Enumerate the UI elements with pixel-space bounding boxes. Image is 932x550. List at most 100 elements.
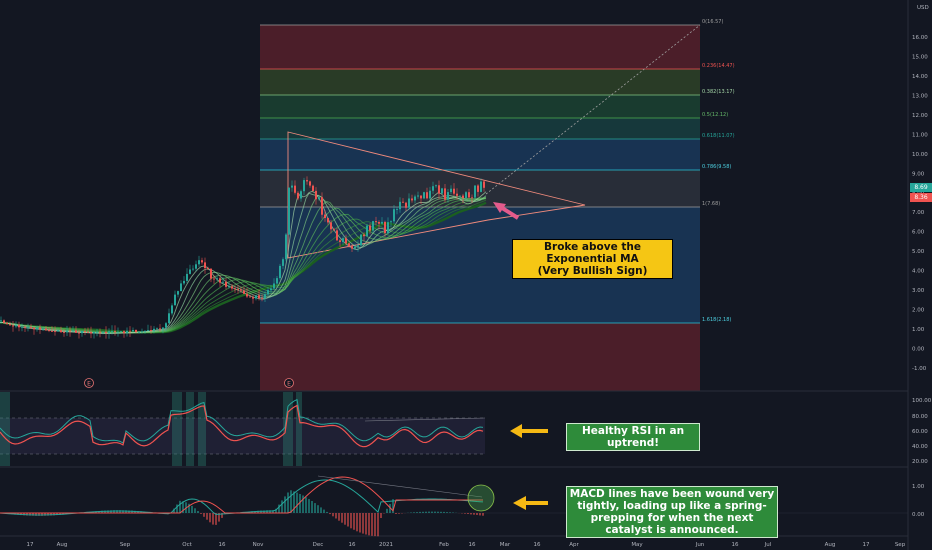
candle-body xyxy=(321,197,323,215)
rsi-signal-line xyxy=(0,404,484,448)
price-tick-label: 9.00 xyxy=(912,171,925,177)
candle-body xyxy=(93,331,95,334)
candle-body xyxy=(99,331,101,333)
candle-body xyxy=(21,326,23,328)
candle-body xyxy=(417,195,419,197)
candle-body xyxy=(225,281,227,287)
candle-body xyxy=(351,246,353,249)
price-candles xyxy=(0,176,485,339)
macd-bar xyxy=(41,513,43,516)
macd-bar xyxy=(449,512,451,513)
candle-body xyxy=(396,209,398,210)
candle-body xyxy=(402,201,404,203)
macd-bar xyxy=(467,513,469,514)
candle-body xyxy=(123,331,125,334)
candle-body xyxy=(459,195,461,197)
candle-body xyxy=(468,192,470,198)
time-tick-label: Feb xyxy=(439,542,449,548)
time-axis[interactable]: 17 Aug Sep Oct 16 Nov Dec 16 2021 Feb 16 Mar 16 Apr Ma… xyxy=(27,542,906,548)
candle-body xyxy=(84,331,86,332)
macd-bar xyxy=(443,511,445,513)
rsi-panel: 100.00 80.00 60.00 40.00 20.00 xyxy=(0,392,932,466)
macd-bar xyxy=(347,513,349,527)
price-tick-label: 7.00 xyxy=(912,210,925,216)
macd-bar xyxy=(350,513,352,529)
macd-bar xyxy=(290,490,292,513)
candle-body xyxy=(126,330,128,334)
price-tick-label: 2.00 xyxy=(912,308,925,314)
fib-label: 0.786(9.58) xyxy=(702,164,731,170)
candle-body xyxy=(279,265,281,279)
macd-bar xyxy=(176,504,178,513)
time-tick-label: Oct xyxy=(182,542,192,548)
price-tick-label: 6.00 xyxy=(912,230,925,236)
fib-label: 0.618(11.07) xyxy=(702,133,735,139)
macd-bar xyxy=(308,499,310,513)
candle-body xyxy=(108,331,110,334)
macd-bar xyxy=(398,513,400,514)
candle-body xyxy=(474,185,476,198)
macd-bar xyxy=(50,513,52,516)
macd-bar xyxy=(482,513,484,516)
macd-bar xyxy=(317,505,319,513)
macd-bar xyxy=(416,512,418,513)
macd-bar xyxy=(464,513,466,514)
macd-bar xyxy=(269,510,271,513)
price-tick-label: 0.00 xyxy=(912,347,925,353)
macd-histogram xyxy=(2,490,484,537)
fib-label: 0(16.57) xyxy=(702,19,723,25)
candle-body xyxy=(480,181,482,192)
candle-body xyxy=(330,222,332,230)
time-tick-label: Mar xyxy=(500,542,511,548)
macd-bar xyxy=(284,496,286,513)
macd-axis[interactable]: 1.00 0.00 xyxy=(912,484,925,518)
candle-body xyxy=(240,289,242,291)
time-tick-label: Aug xyxy=(825,542,836,548)
candle-body xyxy=(294,185,296,193)
fib-trend-line[interactable] xyxy=(485,24,701,195)
candle-body xyxy=(477,185,479,192)
macd-bar xyxy=(35,513,37,516)
candle-body xyxy=(282,259,284,266)
candle-body xyxy=(315,190,317,200)
candle-body xyxy=(363,234,365,237)
candle-body xyxy=(300,191,302,199)
earnings-marker[interactable]: E xyxy=(84,378,94,388)
candle-body xyxy=(354,246,356,249)
earnings-marker[interactable]: E xyxy=(284,378,294,388)
macd-bar xyxy=(440,511,442,513)
candle-body xyxy=(171,305,173,314)
candle-body xyxy=(72,330,74,332)
macd-bar xyxy=(296,492,298,513)
macd-bar xyxy=(38,513,40,516)
candle-body xyxy=(183,280,185,284)
macd-bar xyxy=(203,513,205,517)
candle-body xyxy=(102,331,104,333)
candle-body xyxy=(36,327,38,330)
svg-text:80.00: 80.00 xyxy=(912,414,928,420)
price-axis[interactable]: USD 16.00 15.00 14.00 13.00 12.00 11.00 10.00 9… xyxy=(912,5,929,372)
candle-body xyxy=(90,332,92,334)
fib-label: 1.618(2.18) xyxy=(702,317,731,323)
candle-body xyxy=(63,332,65,333)
fib-label: 0.382(13.17) xyxy=(702,89,735,95)
macd-bar xyxy=(341,513,343,523)
candle-body xyxy=(438,185,440,194)
candle-body xyxy=(375,221,377,222)
time-tick-label: Aug xyxy=(57,542,68,548)
candle-body xyxy=(297,192,299,199)
macd-bar xyxy=(446,512,448,513)
macd-bar xyxy=(395,513,397,514)
rsi-axis[interactable]: 100.00 80.00 60.00 40.00 20.00 xyxy=(912,398,932,465)
candle-body xyxy=(465,192,467,198)
candle-body xyxy=(75,330,77,333)
price-tick-label: 4.00 xyxy=(912,269,925,275)
macd-trend-line xyxy=(317,475,483,498)
candle-body xyxy=(378,222,380,224)
candle-body xyxy=(408,198,410,208)
candle-body xyxy=(78,332,80,334)
candle-body xyxy=(411,198,413,201)
candle-body xyxy=(393,209,395,222)
candle-body xyxy=(81,331,83,334)
